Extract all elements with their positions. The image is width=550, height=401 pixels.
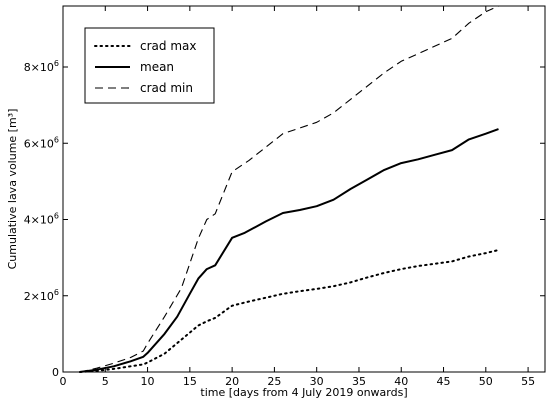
y-tick-label: 6×106 xyxy=(24,135,59,150)
legend-box xyxy=(84,27,215,104)
series-line-mean xyxy=(79,128,499,373)
x-tick-label: 50 xyxy=(479,375,493,388)
series-layer xyxy=(78,5,500,373)
legend-label: crad min xyxy=(140,81,193,95)
x-tick-label: 5 xyxy=(102,375,109,388)
y-axis-title: Cumulative lava volume [m³] xyxy=(6,109,19,270)
y-tick-label: 2×106 xyxy=(24,288,59,303)
legend: crad max mean crad min xyxy=(84,27,215,104)
series-line-crad-max xyxy=(78,249,500,373)
x-tick-label: 55 xyxy=(521,375,535,388)
legend-label: mean xyxy=(140,60,174,74)
x-tick-label: 40 xyxy=(394,375,408,388)
plot-area-frame xyxy=(62,5,546,373)
y-tick-label: 0 xyxy=(52,366,59,379)
x-tick-label: 0 xyxy=(60,375,67,388)
legend-label: crad max xyxy=(140,39,196,53)
y-tick-label: 4×106 xyxy=(24,212,59,227)
x-tick-label: 45 xyxy=(437,375,451,388)
x-tick-label: 20 xyxy=(225,375,239,388)
series-line-crad-min xyxy=(79,5,499,373)
x-tick-label: 30 xyxy=(310,375,324,388)
x-tick-label: 15 xyxy=(183,375,197,388)
ticks-layer: 0 5 10 15 20 25 30 35 40 45 50 55 0 2×106 4×106 6×106 8×… xyxy=(24,6,545,388)
x-axis-title: time [days from 4 July 2019 onwards] xyxy=(200,386,407,399)
x-tick-label: 10 xyxy=(141,375,155,388)
x-tick-label: 35 xyxy=(352,375,366,388)
y-tick-label: 8×106 xyxy=(24,59,59,74)
x-tick-label: 25 xyxy=(267,375,281,388)
